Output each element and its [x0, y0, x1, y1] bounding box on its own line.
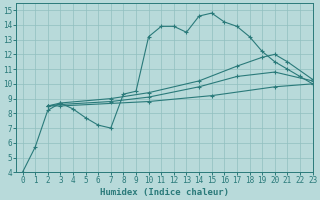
- X-axis label: Humidex (Indice chaleur): Humidex (Indice chaleur): [100, 188, 229, 197]
